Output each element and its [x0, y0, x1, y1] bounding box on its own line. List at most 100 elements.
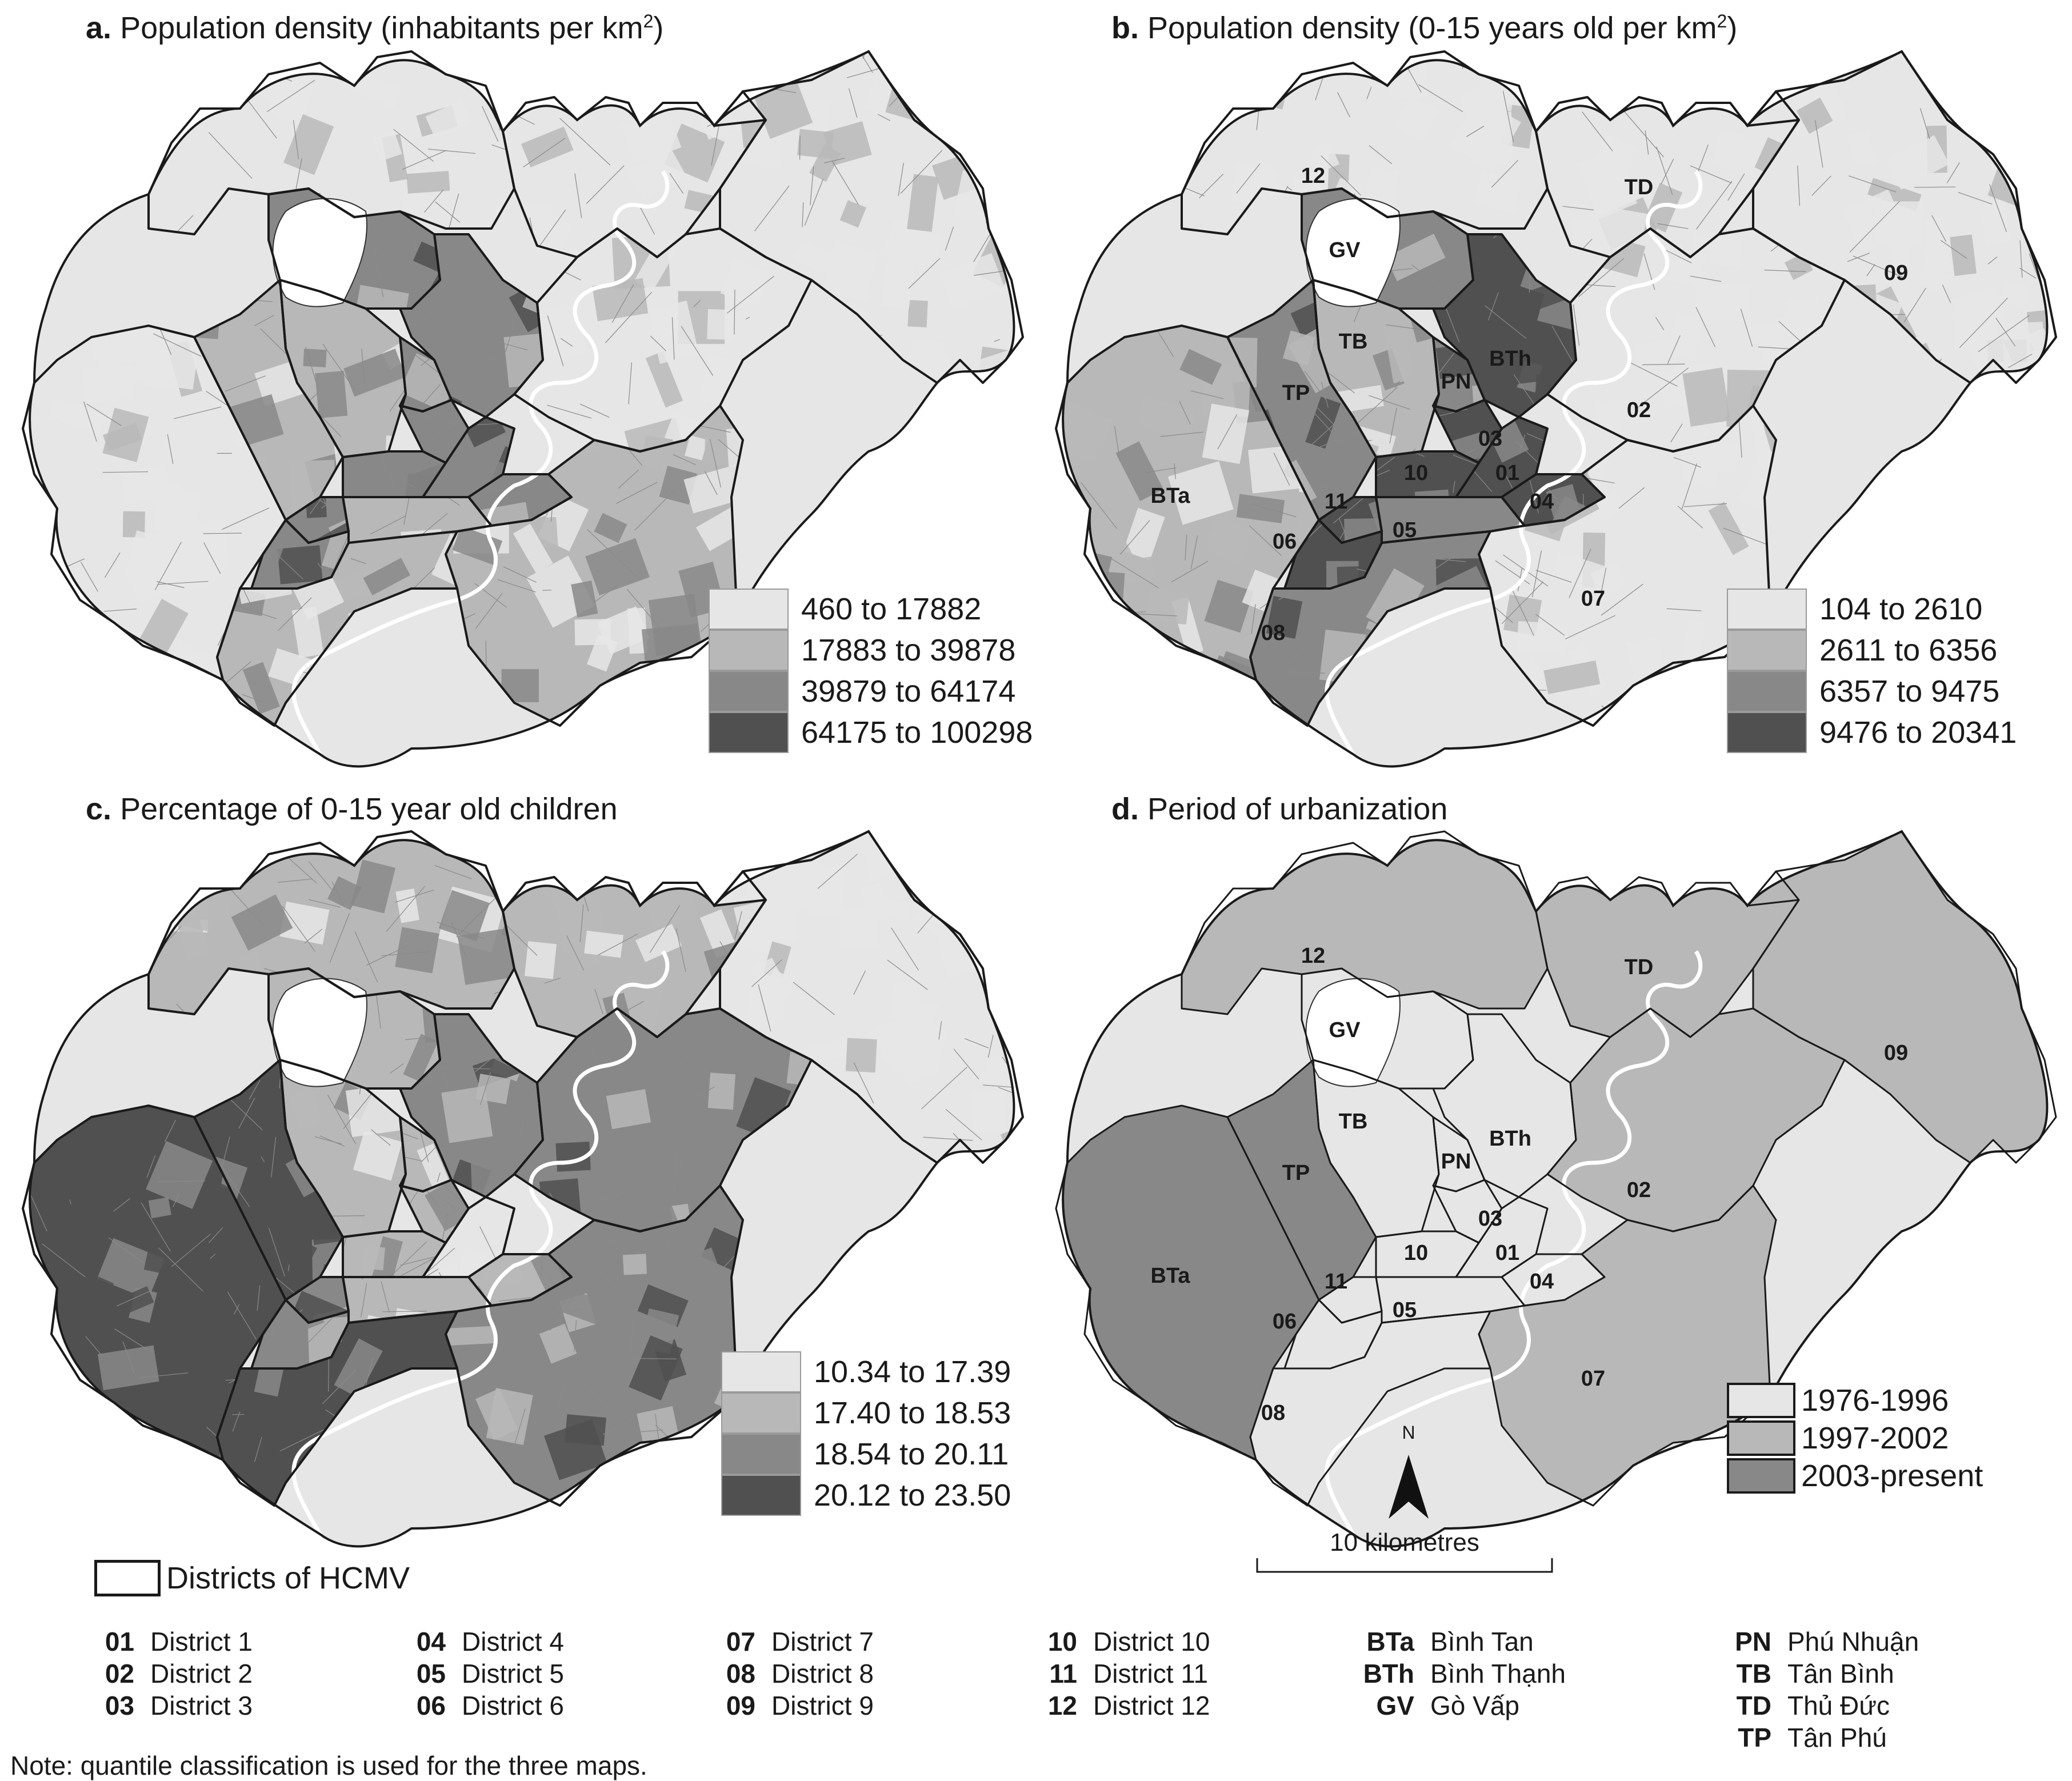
- legend-row: 17.40 to 18.53: [721, 1392, 1011, 1434]
- legend-label: 17.40 to 18.53: [814, 1395, 1011, 1431]
- ward: [619, 1490, 659, 1552]
- key-name: District 3: [150, 1690, 253, 1721]
- key-name: District 6: [462, 1690, 564, 1721]
- district-label: TB: [1339, 1110, 1368, 1134]
- key-name: District 11: [1093, 1658, 1208, 1689]
- district-label: 01: [1495, 461, 1519, 485]
- legend-swatch: [721, 1434, 801, 1475]
- legend-swatch: [709, 712, 789, 753]
- north-label: N: [1402, 1422, 1415, 1443]
- ward: [971, 1090, 1007, 1133]
- legend-row: 460 to 17882: [709, 589, 1033, 630]
- ward-boundary: [167, 79, 206, 103]
- key-code: 09: [721, 1690, 755, 1721]
- legend-row: 2003-present: [1727, 1457, 1983, 1495]
- key-code: 04: [411, 1626, 446, 1657]
- ward-boundary: [1073, 623, 1095, 653]
- ward: [361, 1246, 385, 1270]
- district-label: 10: [1404, 461, 1428, 485]
- key-code: BTa: [1351, 1626, 1414, 1657]
- legend-swatch: [1727, 1420, 1795, 1456]
- key-code: 02: [100, 1658, 134, 1689]
- key-code: TP: [1720, 1722, 1771, 1753]
- ward-boundary: [107, 74, 150, 79]
- ward: [846, 1038, 877, 1072]
- ward: [623, 1254, 647, 1275]
- legend-label: 460 to 17882: [801, 591, 981, 627]
- legend-row: 104 to 2610: [1727, 589, 2017, 630]
- ward: [1475, 60, 1518, 111]
- key-code: 10: [1034, 1626, 1077, 1657]
- ward-boundary: [0, 463, 25, 509]
- district-label: 05: [1393, 518, 1417, 542]
- ward: [277, 1409, 310, 1438]
- key-row: TP Tân Phú: [1720, 1722, 1919, 1754]
- key-code: GV: [1351, 1690, 1414, 1721]
- key-name: Thủ Đức: [1787, 1690, 1890, 1721]
- ward-boundary: [31, 658, 45, 667]
- ward: [179, 73, 219, 111]
- legend-row: 1997-2002: [1727, 1419, 1983, 1457]
- boundary-legend: Districts of HCMV: [94, 1560, 410, 1596]
- legend-swatch: [709, 589, 789, 630]
- ward: [36, 661, 93, 712]
- ward: [525, 941, 557, 979]
- legend-swatch: [1727, 712, 1807, 753]
- ward: [1147, 589, 1190, 625]
- district-label: TP: [1282, 1161, 1310, 1185]
- ward: [277, 545, 322, 584]
- ward-boundary: [54, 590, 55, 615]
- ward: [1710, 237, 1743, 267]
- ward-boundary: [1723, 683, 1726, 707]
- district-label: 03: [1478, 1207, 1502, 1231]
- key-code: 08: [721, 1658, 755, 1689]
- key-name: Tân Phú: [1787, 1722, 1887, 1753]
- ward: [1682, 367, 1730, 427]
- ward-boundary: [800, 135, 801, 159]
- ward-boundary: [2002, 120, 2005, 155]
- key-name: District 9: [771, 1690, 874, 1721]
- key-name: District 1: [150, 1626, 253, 1657]
- ward-boundary: [1663, 699, 1666, 735]
- ward-boundary: [1009, 900, 1013, 906]
- district-label: 03: [1478, 427, 1502, 451]
- ward-boundary: [953, 863, 986, 889]
- ward-boundary: [920, 60, 942, 73]
- key-row: 09 District 9: [721, 1690, 874, 1722]
- legend-swatch: [1727, 1383, 1795, 1418]
- legend-label: 10.34 to 17.39: [814, 1354, 1011, 1390]
- key-name: Tân Bình: [1787, 1658, 1894, 1689]
- legend-swatch: [1727, 671, 1807, 712]
- district-label: 10: [1404, 1241, 1428, 1265]
- ward-boundary: [730, 56, 738, 99]
- district-label: TP: [1282, 381, 1310, 405]
- legend-row: 64175 to 100298: [709, 712, 1033, 753]
- ward-boundary: [22, 629, 29, 676]
- key-code: 05: [411, 1658, 446, 1689]
- ward: [104, 1437, 166, 1481]
- ward-boundary: [962, 1159, 995, 1179]
- ward-boundary: [542, 590, 551, 591]
- district-label: 07: [1581, 587, 1605, 611]
- legend-label: 18.54 to 20.11: [814, 1436, 1009, 1472]
- ward-boundary: [2041, 121, 2053, 158]
- key-name: District 12: [1093, 1690, 1210, 1721]
- legend-label: 104 to 2610: [1819, 591, 1982, 627]
- ward-boundary: [17, 393, 25, 424]
- ward-boundary: [1241, 79, 1286, 98]
- ward-boundary: [536, 1502, 537, 1543]
- ward: [708, 1072, 735, 1110]
- north-arrow-icon: N: [1377, 1422, 1440, 1536]
- legend-label: 9476 to 20341: [1819, 715, 2017, 750]
- district-label: 04: [1530, 490, 1554, 514]
- ward: [707, 309, 734, 340]
